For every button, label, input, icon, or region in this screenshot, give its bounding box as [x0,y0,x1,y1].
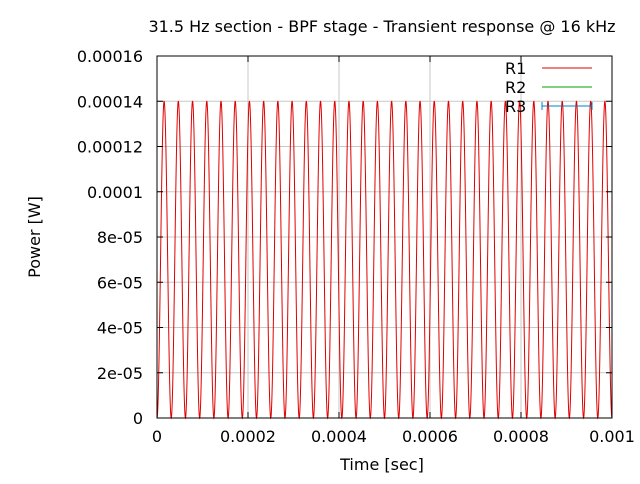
chart-title: 31.5 Hz section - BPF stage - Transient … [148,17,615,36]
x-tick-label: 0.0006 [402,427,458,446]
x-tick-label: 0.001 [589,427,635,446]
y-tick-label: 8e-05 [97,228,143,247]
x-tick-label: 0.0004 [311,427,367,446]
x-tick-label: 0.0008 [493,427,549,446]
legend-label-r1: R1 [505,59,526,78]
x-tick-label: 0 [152,427,162,446]
x-tick-label: 0.0002 [220,427,276,446]
y-tick-label: 0.00014 [77,92,143,111]
legend-label-r2: R2 [505,78,526,97]
y-tick-label: 4e-05 [97,319,143,338]
y-tick-label: 0.00016 [77,47,143,66]
x-axis-label: Time [sec] [339,455,424,474]
y-axis-label: Power [W] [25,196,44,278]
series-r1-line [156,100,613,420]
y-tick-label: 0.0001 [87,183,143,202]
legend-label-r3: R3 [505,97,526,116]
grid-lines [157,56,612,418]
y-tick-label: 0 [133,409,143,428]
axis-ticks: 0 0.0002 0.0004 0.0006 0.0008 0.001 0 2e-05 4e-0… [77,47,635,446]
y-tick-label: 0.00012 [77,138,143,157]
series-layer [156,100,613,420]
y-tick-label: 6e-05 [97,273,143,292]
y-tick-label: 2e-05 [97,364,143,383]
